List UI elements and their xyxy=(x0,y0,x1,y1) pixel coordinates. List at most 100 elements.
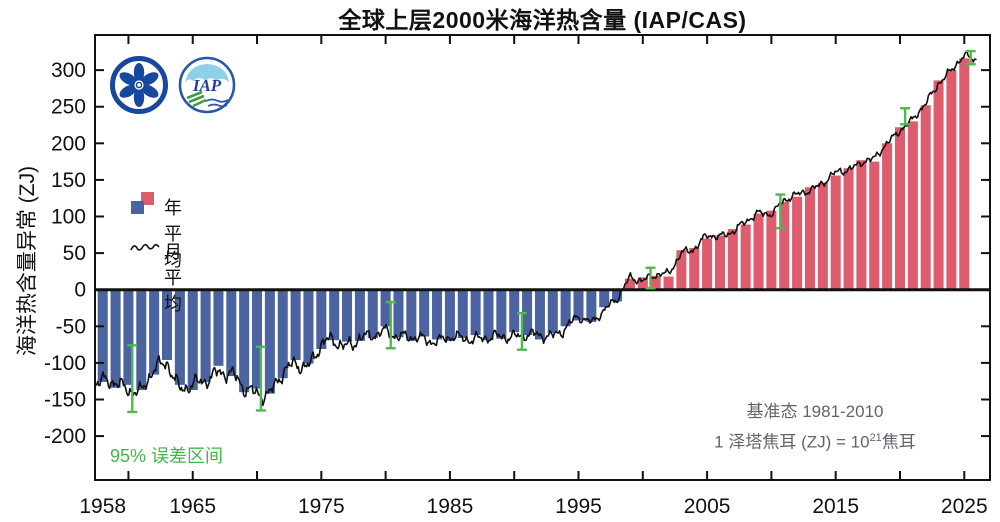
bar-1959 xyxy=(110,289,121,388)
y-tick-label--100: -100 xyxy=(44,352,86,375)
bar-2008 xyxy=(740,224,751,290)
bar-1995 xyxy=(573,289,584,321)
cas-logo xyxy=(110,56,168,114)
x-tick-label-2015: 2015 xyxy=(812,495,859,518)
bar-1963 xyxy=(161,289,173,360)
bar-1962 xyxy=(149,289,160,375)
bar-1969 xyxy=(239,289,250,393)
baseline-note-line2: 1 泽塔焦耳 (ZJ) = 1021焦耳 xyxy=(714,432,916,452)
bar-1984 xyxy=(432,289,443,340)
bar-1993 xyxy=(547,289,558,333)
bar-2001 xyxy=(650,275,661,290)
legend-annual-label: 年平均 xyxy=(164,198,182,270)
bar-1994 xyxy=(560,289,571,327)
y-tick-label--150: -150 xyxy=(44,388,86,411)
annual-negative-swatch xyxy=(131,201,144,214)
baseline-note-line1: 基准态 1981-2010 xyxy=(746,402,884,421)
x-tick-label-2005: 2005 xyxy=(684,495,731,518)
logo-group: IAP xyxy=(110,55,238,122)
bar-2016 xyxy=(843,168,854,290)
bar-2020 xyxy=(894,127,906,290)
bar-1979 xyxy=(367,289,378,339)
bar-2021 xyxy=(907,121,918,290)
error-bar-2026 xyxy=(965,49,976,66)
iap-logo-field xyxy=(186,90,207,108)
y-tick-label-250: 250 xyxy=(51,96,86,119)
plot-border xyxy=(94,34,991,481)
bar-2018 xyxy=(869,161,880,290)
x-tick-label-1985: 1985 xyxy=(427,495,474,518)
error-bar-1970 xyxy=(255,345,266,412)
bar-1989 xyxy=(496,289,507,339)
bar-2012 xyxy=(792,196,803,290)
legend-monthly-label: 月平均 xyxy=(164,242,182,314)
bar-2015 xyxy=(830,175,841,290)
bar-1960 xyxy=(123,289,134,385)
bar-1983 xyxy=(419,289,430,337)
bar-1990 xyxy=(509,289,520,333)
bar-2011 xyxy=(779,201,790,290)
error-bar-2011 xyxy=(775,193,786,230)
bar-1961 xyxy=(136,289,147,390)
bar-2002 xyxy=(663,276,674,290)
error-bar-1980 xyxy=(385,300,396,350)
x-tick-label-2025: 2025 xyxy=(941,495,988,518)
bar-2006 xyxy=(714,235,725,290)
error-bar-1960 xyxy=(127,344,138,414)
bar-2023 xyxy=(933,80,944,290)
bar-2005 xyxy=(702,238,713,290)
iap-logo: IAP xyxy=(178,56,236,114)
bar-2003 xyxy=(676,250,687,290)
x-tick-label-1958: 1958 xyxy=(79,495,126,518)
bar-1973 xyxy=(290,289,301,360)
bar-2013 xyxy=(804,187,815,290)
annual-positive-swatch xyxy=(141,192,154,205)
bar-1958 xyxy=(97,289,108,382)
bar-1997 xyxy=(599,289,610,308)
bar-1968 xyxy=(226,289,237,377)
bar-1964 xyxy=(174,289,185,385)
bar-1965 xyxy=(187,289,198,390)
bar-1967 xyxy=(213,289,224,366)
error-bar-2001 xyxy=(645,266,656,290)
bar-2019 xyxy=(882,143,893,290)
y-tick-label-150: 150 xyxy=(51,169,86,192)
bar-1998 xyxy=(612,289,623,302)
bar-1986 xyxy=(457,289,468,339)
bar-1972 xyxy=(277,289,288,379)
bar-1975 xyxy=(316,289,327,349)
bar-1966 xyxy=(200,289,211,382)
bar-1999 xyxy=(624,278,635,290)
bar-1991 xyxy=(522,289,533,336)
bar-1977 xyxy=(342,289,353,342)
error-interval-note: 95% 误差区间 xyxy=(110,446,224,466)
monthly-line-icon xyxy=(130,243,160,251)
y-tick-label-50: 50 xyxy=(63,242,86,265)
bar-2017 xyxy=(856,160,867,290)
bar-2024 xyxy=(946,70,957,290)
y-tick-label-200: 200 xyxy=(51,132,86,155)
bar-1981 xyxy=(393,289,404,338)
bar-2000 xyxy=(637,277,648,290)
bar-2004 xyxy=(689,247,700,290)
bar-1985 xyxy=(444,289,455,341)
y-tick-label-100: 100 xyxy=(51,206,86,229)
iap-logo-cloud xyxy=(185,64,229,83)
baseline-note: 基准态 1981-2010 1 泽塔焦耳 (ZJ) = 1021焦耳 xyxy=(640,399,990,456)
bar-2009 xyxy=(753,213,764,290)
y-tick-label--50: -50 xyxy=(56,315,86,338)
bar-1971 xyxy=(264,289,275,394)
bar-1982 xyxy=(406,289,417,341)
bar-1980 xyxy=(380,289,391,327)
bar-2014 xyxy=(817,182,828,290)
bar-1987 xyxy=(470,289,481,336)
error-bar-1991 xyxy=(516,311,527,351)
bar-2025 xyxy=(959,58,970,290)
bar-1974 xyxy=(303,289,314,364)
iap-logo-waves xyxy=(205,98,229,108)
x-tick-label-1965: 1965 xyxy=(169,495,216,518)
bar-1996 xyxy=(586,289,597,322)
bar-1976 xyxy=(329,289,340,341)
